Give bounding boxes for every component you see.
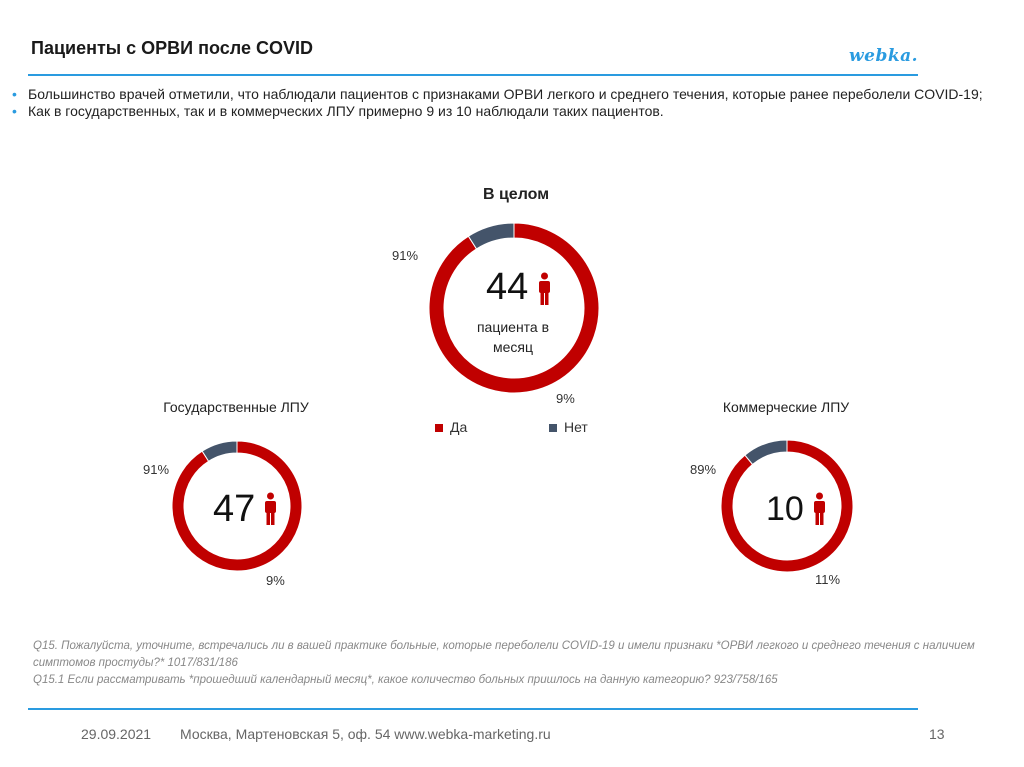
bullet-item: • Большинство врачей отметили, что наблюд… — [12, 86, 983, 102]
slice-no — [201, 440, 238, 462]
label-yes-state: 91% — [143, 462, 170, 477]
logo: webka. — [849, 46, 919, 66]
label-no-commercial: 11% — [815, 572, 841, 587]
label-yes-overall: 91% — [392, 248, 419, 263]
slice-no — [744, 439, 788, 466]
chart-title-commercial: Коммерческие ЛПУ — [722, 399, 850, 415]
center-value: 10 — [766, 490, 804, 528]
person-icon — [539, 272, 550, 305]
center-value: 47 — [213, 488, 256, 530]
center-value-commercial: 10 — [766, 490, 804, 528]
legend-swatch-yes — [435, 424, 443, 433]
center-value: 44 — [486, 266, 529, 308]
center-value-state: 47 — [213, 490, 255, 528]
person-icon — [265, 492, 276, 525]
bullet-text: Как в государственных, так и в коммерчес… — [28, 102, 664, 119]
footer-address: Москва, Мартеновская 5, оф. 54 www.webka… — [180, 726, 551, 742]
label-no-state: 9% — [266, 573, 285, 588]
label-no-overall: 9% — [556, 391, 575, 406]
survey-notes: Q15. Пожалуйста, уточните, встречались л… — [33, 638, 993, 689]
donut-overall — [428, 222, 600, 394]
person-icon — [814, 492, 825, 525]
slice-yes — [428, 222, 600, 394]
label-yes-commercial: 89% — [690, 462, 717, 477]
center-value-overall: 44 — [486, 268, 528, 306]
header-divider — [28, 74, 918, 76]
legend-label-no: Нет — [564, 419, 588, 435]
bullet-item: • Как в государственных, так и в коммерче… — [12, 102, 664, 119]
slice-yes — [171, 440, 303, 572]
slice-yes — [720, 439, 854, 573]
bullet-text: Большинство врачей отметили, что наблюда… — [28, 86, 983, 102]
note-q15-1: Q15.1 Если рассматривать *прошедший кале… — [33, 674, 778, 686]
bullet-list: • Большинство врачей отметили, что наблюд… — [8, 86, 1018, 119]
chart-title-overall: В целом — [482, 186, 550, 203]
footer-date: 29.09.2021 — [81, 726, 152, 742]
slice-no — [467, 222, 515, 250]
center-caption: пациента в месяц — [476, 319, 550, 355]
legend-no: Нет — [549, 419, 588, 435]
legend-label-yes: Да — [450, 419, 468, 435]
donut-commercial — [720, 439, 854, 573]
legend-swatch-no — [549, 424, 557, 433]
page-number: 13 — [929, 726, 945, 742]
donut-state — [171, 440, 303, 572]
note-q15: Q15. Пожалуйста, уточните, встречались л… — [33, 640, 975, 669]
chart-title-state: Государственные ЛПУ — [163, 399, 309, 415]
footer-divider — [28, 708, 918, 710]
legend-yes: Да — [435, 419, 467, 435]
page-title: Пациенты с ОРВИ после COVID — [31, 38, 313, 58]
